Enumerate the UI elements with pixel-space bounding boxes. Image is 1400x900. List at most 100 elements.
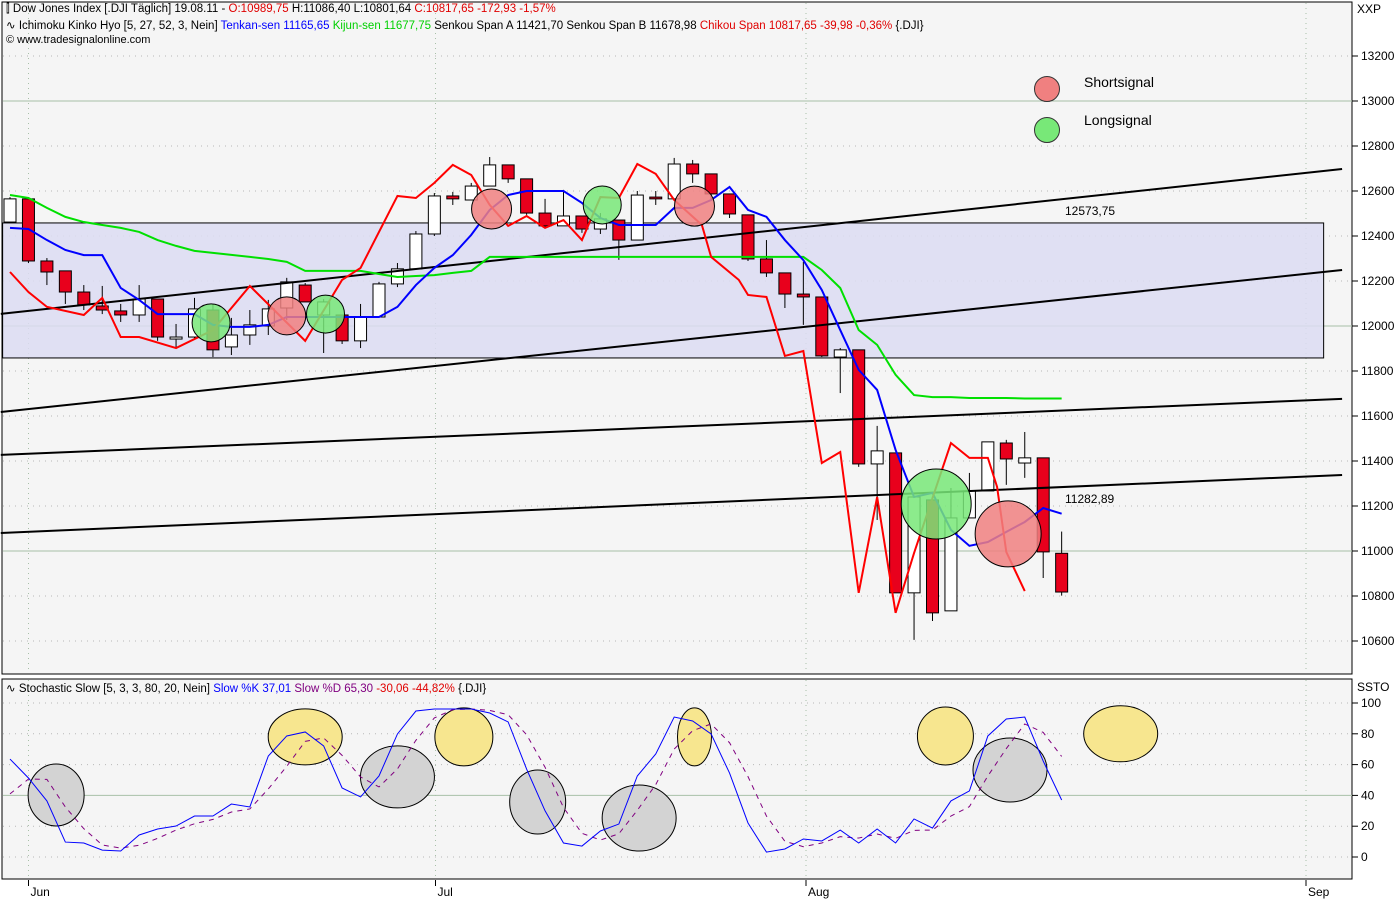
trendline-label: 11282,89 [1065,492,1114,506]
signal-legend: Shortsignal Longsignal [1034,74,1234,154]
legend-label-short: Shortsignal [1084,74,1155,90]
candle-body [1055,552,1069,593]
ichimoku-symbol: {.DJI} [895,20,924,32]
candle-body [464,185,478,201]
legend-item-short: Shortsignal [1034,74,1234,114]
y-tick-label: 12600 [1361,184,1395,198]
candle-body [723,193,737,215]
candle [538,198,552,228]
trendline [0,167,1343,315]
long-signal-marker [305,294,345,334]
oversold-signal-marker [509,769,567,835]
candle-body [741,214,755,260]
candle [630,191,644,241]
legend-item-long: Longsignal [1034,112,1234,154]
candle-body [243,324,257,336]
candle [649,191,663,205]
candle-body [372,283,386,318]
candle-body [169,336,183,340]
y-tick-label: 12400 [1361,229,1395,243]
x-tick-label: Jun [31,885,50,899]
candlestick-icon: ⫿ [6,3,10,15]
y-tick-label: 100 [1361,696,1381,710]
y-tick-label: 12200 [1361,274,1395,288]
y-tick-label: 11200 [1361,499,1394,513]
candle-body [151,298,165,338]
candle-body [224,334,238,348]
y-tick-label: 10800 [1361,589,1395,603]
candle-body [575,215,589,230]
candle-body [501,164,515,180]
y-tick-label: 11600 [1361,409,1394,423]
candle-body [1018,457,1032,464]
copyright-icon: © [6,34,15,46]
trendline-label: 12573,75 [1065,204,1115,218]
candle-body [870,450,884,465]
ichimoku-header[interactable]: ∿ Ichimoku Kinko Hyo [5, 27, 52, 3, Nein… [6,18,924,32]
candle-body [427,195,441,235]
candle-body [649,196,663,200]
candle [796,261,810,325]
overbought-signal-marker [676,707,712,767]
long-signal-icon [1034,117,1060,143]
candle [3,197,17,223]
x-tick-label: Aug [808,885,829,899]
overbought-signal-marker [267,708,343,766]
candle [723,193,737,218]
y-tick-label: 11800 [1361,364,1394,378]
candle [446,191,460,205]
slow-k-value: Slow %K 37,01 [213,683,292,695]
candle [981,441,995,492]
candle-body [77,291,91,306]
candle [741,214,755,261]
candle [704,173,718,200]
overbought-signal-marker [1083,705,1159,763]
source-url: www.tradesignalonline.com [17,34,151,46]
y-tick-label: 12000 [1361,319,1395,333]
candle [1018,431,1032,478]
indicator-icon: ∿ [6,20,16,32]
indicator-icon: ∿ [6,683,16,695]
candle [815,296,829,358]
candle [575,215,589,233]
candle [224,317,238,356]
y-tick-label: 12800 [1361,139,1395,153]
slow-k-line [9,708,1063,853]
stoch-header[interactable]: ∿ Stochastic Slow [5, 3, 3, 80, 20, Nein… [6,681,486,695]
candle-body [778,272,792,295]
kijun-value: Kijun-sen 11677,75 [332,20,432,32]
long-signal-marker [582,185,622,225]
long-signal-marker [191,303,231,343]
stoch-axis-label: SSTO [1357,680,1389,694]
short-signal-marker [974,500,1042,568]
candle-body [114,310,128,316]
candle-body [630,194,644,241]
slow-d-line [9,708,1063,849]
trendline [0,473,1343,534]
candle-body [520,178,534,214]
x-tick-label: Sep [1308,885,1330,899]
short-signal-marker [471,188,513,230]
candle [427,193,441,236]
candle [999,439,1013,485]
candle [40,258,54,286]
trendline [0,397,1343,456]
short-signal-marker [267,296,307,336]
price-axis-label: XXP [1357,2,1381,16]
candle-body [483,164,497,187]
candle [833,348,847,394]
oversold-signal-marker [27,763,85,827]
candle-body [981,441,995,492]
overbought-signal-marker [434,707,494,767]
ichimoku-name: Ichimoku Kinko Hyo [5, 27, 52, 3, Nein] [18,20,218,32]
candle-body [40,260,54,273]
y-tick-label: 60 [1361,758,1375,772]
candle-body [833,349,847,358]
candle [778,272,792,308]
candle [372,281,386,318]
y-tick-label: 10600 [1361,634,1395,648]
candle [889,452,903,594]
candle [58,270,72,304]
